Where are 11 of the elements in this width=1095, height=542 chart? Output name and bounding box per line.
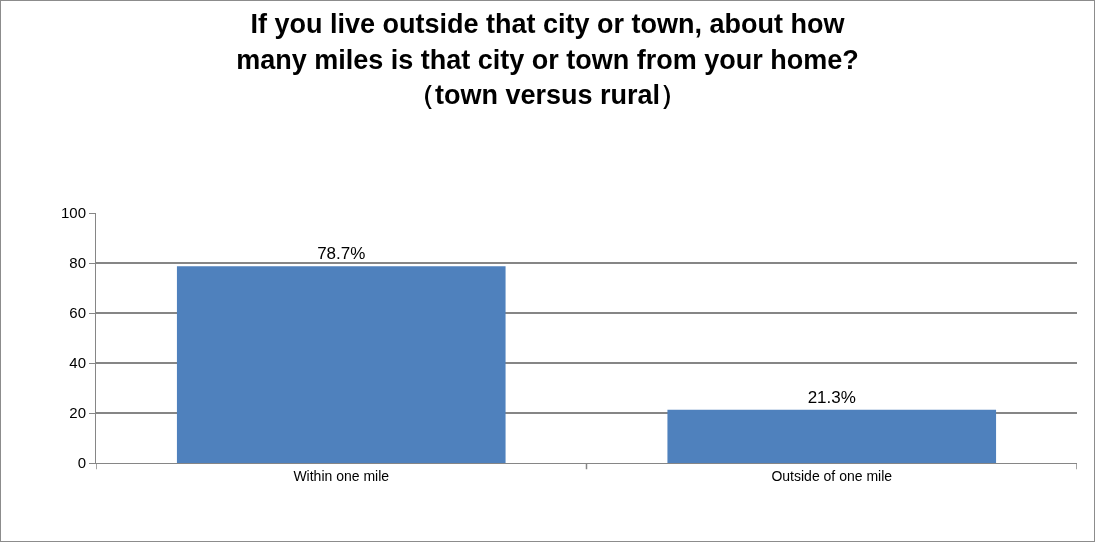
x-tick-label: Within one mile [293, 467, 390, 484]
x-tick-label: Outside of one mile [771, 467, 893, 484]
y-tick-label: 100 [60, 204, 86, 222]
y-tick-label: 0 [77, 454, 86, 472]
chart-title: If you live outside that city or town, about how many miles is that city or town from your home? （town versus rural） [236, 9, 859, 110]
y-tick-label: 40 [69, 354, 86, 372]
y-tick-label: 80 [69, 254, 86, 272]
y-tick-label: 60 [69, 304, 86, 322]
data-label: 78.7% [317, 244, 366, 264]
y-tick-label: 20 [69, 404, 86, 422]
data-label: 21.3% [807, 387, 856, 407]
